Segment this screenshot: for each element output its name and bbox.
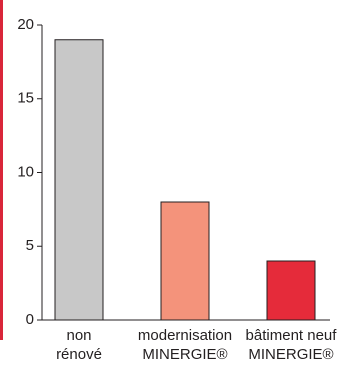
x-tick-label: MINERGIE®	[248, 346, 333, 363]
x-tick-label: rénové	[56, 346, 102, 363]
side-border	[0, 0, 3, 340]
x-tick-label: bâtiment neuf	[246, 327, 338, 344]
y-tick-label: 10	[17, 163, 34, 180]
x-tick-label: modernisation	[138, 327, 232, 344]
x-tick-label: MINERGIE®	[142, 346, 227, 363]
x-tick-label: non	[66, 327, 91, 344]
y-tick-label: 20	[17, 16, 34, 33]
bar	[160, 201, 210, 321]
bar	[266, 260, 316, 321]
y-tick-label: 0	[26, 311, 34, 328]
y-tick-label: 15	[17, 90, 34, 107]
y-tick-label: 5	[26, 237, 34, 254]
bar	[54, 39, 104, 321]
